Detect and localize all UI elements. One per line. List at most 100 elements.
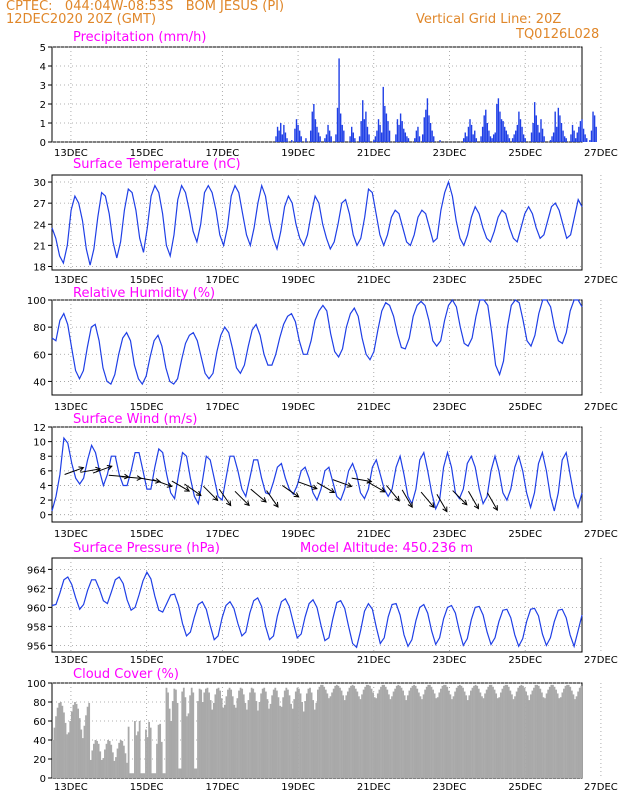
cloud-bar bbox=[477, 688, 480, 778]
cloud-bar bbox=[406, 695, 409, 778]
cloud-bar bbox=[304, 701, 307, 778]
cloud-bar bbox=[518, 685, 521, 778]
cloud-bar bbox=[236, 698, 239, 778]
precip-bar bbox=[425, 109, 427, 142]
cloud-bar bbox=[447, 690, 450, 778]
cloud-bar bbox=[395, 685, 398, 778]
wind-arrow bbox=[436, 493, 448, 512]
panel-4-x-tick-label: 25DEC bbox=[508, 529, 542, 540]
cloud-bar bbox=[115, 757, 117, 778]
cloud-bar bbox=[261, 688, 264, 778]
cloud-bar bbox=[544, 698, 546, 778]
panel-4-title: Surface Wind (m/s) bbox=[73, 412, 197, 427]
cloud-bar bbox=[181, 691, 184, 778]
cloud-bar bbox=[193, 768, 196, 778]
wind-arrow-head bbox=[106, 464, 113, 471]
panel-3-x-tick-label: 25DEC bbox=[508, 402, 542, 413]
panel-3-x-tick-label: 15DEC bbox=[130, 402, 164, 413]
cloud-bar bbox=[528, 700, 531, 778]
precip-bar bbox=[336, 107, 339, 142]
wind-arrow bbox=[203, 485, 218, 501]
cloud-bar bbox=[227, 689, 229, 778]
panel-3-x-tick-label: 19DEC bbox=[281, 402, 315, 413]
precip-bar bbox=[396, 119, 399, 142]
precip-bar bbox=[328, 130, 331, 142]
precip-bar bbox=[398, 124, 400, 142]
cloud-bar bbox=[517, 687, 520, 778]
wind-arrow bbox=[152, 479, 172, 487]
precip-bar bbox=[313, 104, 315, 142]
cloud-bar bbox=[122, 745, 125, 778]
cloud-bar bbox=[550, 684, 553, 778]
cloud-bar bbox=[160, 741, 163, 778]
cloud-bar bbox=[564, 685, 567, 778]
cloud-bar bbox=[391, 696, 393, 778]
cloud-bar bbox=[512, 699, 515, 778]
cloud-bar bbox=[446, 686, 449, 778]
cloud-bar bbox=[358, 696, 360, 778]
cloud-bar bbox=[487, 686, 490, 778]
panel-6-x-tick-label: 23DEC bbox=[433, 782, 467, 793]
cloud-bar bbox=[85, 715, 87, 778]
cloud-bar bbox=[59, 702, 62, 778]
wind-arrow bbox=[184, 483, 202, 496]
cloud-bar bbox=[548, 686, 551, 778]
cloud-bar bbox=[428, 684, 431, 778]
precip-bar bbox=[504, 126, 506, 142]
wind-arrow bbox=[171, 480, 190, 492]
precip-bar bbox=[516, 124, 519, 142]
cloud-bar bbox=[410, 687, 412, 778]
cloud-bar bbox=[143, 773, 146, 778]
cloud-bar bbox=[356, 691, 359, 778]
panel-6-y-tick-label: 0 bbox=[40, 774, 46, 785]
precip-bar bbox=[521, 126, 523, 142]
precip-bar bbox=[532, 123, 534, 142]
cloud-bar bbox=[214, 694, 217, 778]
precip-bar bbox=[374, 136, 377, 142]
panel-1-y-tick-label: 0 bbox=[40, 138, 46, 149]
panel-2-y-tick-label: 27 bbox=[33, 199, 46, 210]
precip-bar bbox=[362, 100, 364, 142]
panel-6-y-tick-label: 80 bbox=[33, 698, 46, 709]
cloud-bar bbox=[331, 692, 333, 778]
cloud-bar bbox=[81, 738, 84, 778]
wind-arrow-head bbox=[261, 497, 267, 503]
cloud-bar bbox=[216, 688, 218, 778]
header-code: TQ0126L028 bbox=[516, 27, 600, 42]
precip-bar bbox=[535, 115, 537, 142]
panel-4-y-tick-label: 8 bbox=[40, 452, 46, 463]
panel-5-x-tick-label: 15DEC bbox=[130, 655, 164, 666]
cloud-bar bbox=[167, 692, 169, 778]
cloud-bar bbox=[127, 726, 130, 778]
cloud-bar bbox=[370, 688, 373, 778]
cloud-bar bbox=[340, 690, 343, 778]
cloud-bar bbox=[111, 752, 114, 778]
wind-arrow bbox=[467, 491, 479, 509]
cloud-bar bbox=[457, 685, 460, 778]
precip-bar bbox=[363, 119, 366, 142]
precip-bar bbox=[309, 130, 312, 142]
precip-bar bbox=[418, 136, 421, 142]
cloud-bar bbox=[63, 712, 65, 778]
cloud-bar bbox=[231, 696, 234, 778]
cloud-bar bbox=[287, 689, 289, 778]
cloud-bar bbox=[425, 686, 428, 778]
cloud-bar bbox=[130, 773, 133, 778]
cloud-bar bbox=[320, 684, 322, 778]
precip-bar bbox=[554, 111, 556, 142]
cloud-bar bbox=[511, 694, 513, 778]
cloud-bar bbox=[52, 740, 54, 778]
cloud-bar bbox=[222, 707, 225, 778]
cloud-bar bbox=[558, 698, 561, 778]
cloud-bar bbox=[126, 762, 128, 778]
cloud-bar bbox=[397, 684, 400, 778]
cloud-bar bbox=[537, 685, 540, 778]
cloud-bar bbox=[403, 695, 406, 778]
precip-bar bbox=[592, 111, 594, 142]
panel-6-x-tick-label: 27DEC bbox=[584, 782, 618, 793]
cloud-bar bbox=[380, 686, 382, 778]
cloud-bar bbox=[198, 688, 201, 778]
cloud-bar bbox=[176, 702, 179, 778]
cloud-bar bbox=[317, 689, 319, 778]
cloud-bar bbox=[258, 702, 261, 778]
